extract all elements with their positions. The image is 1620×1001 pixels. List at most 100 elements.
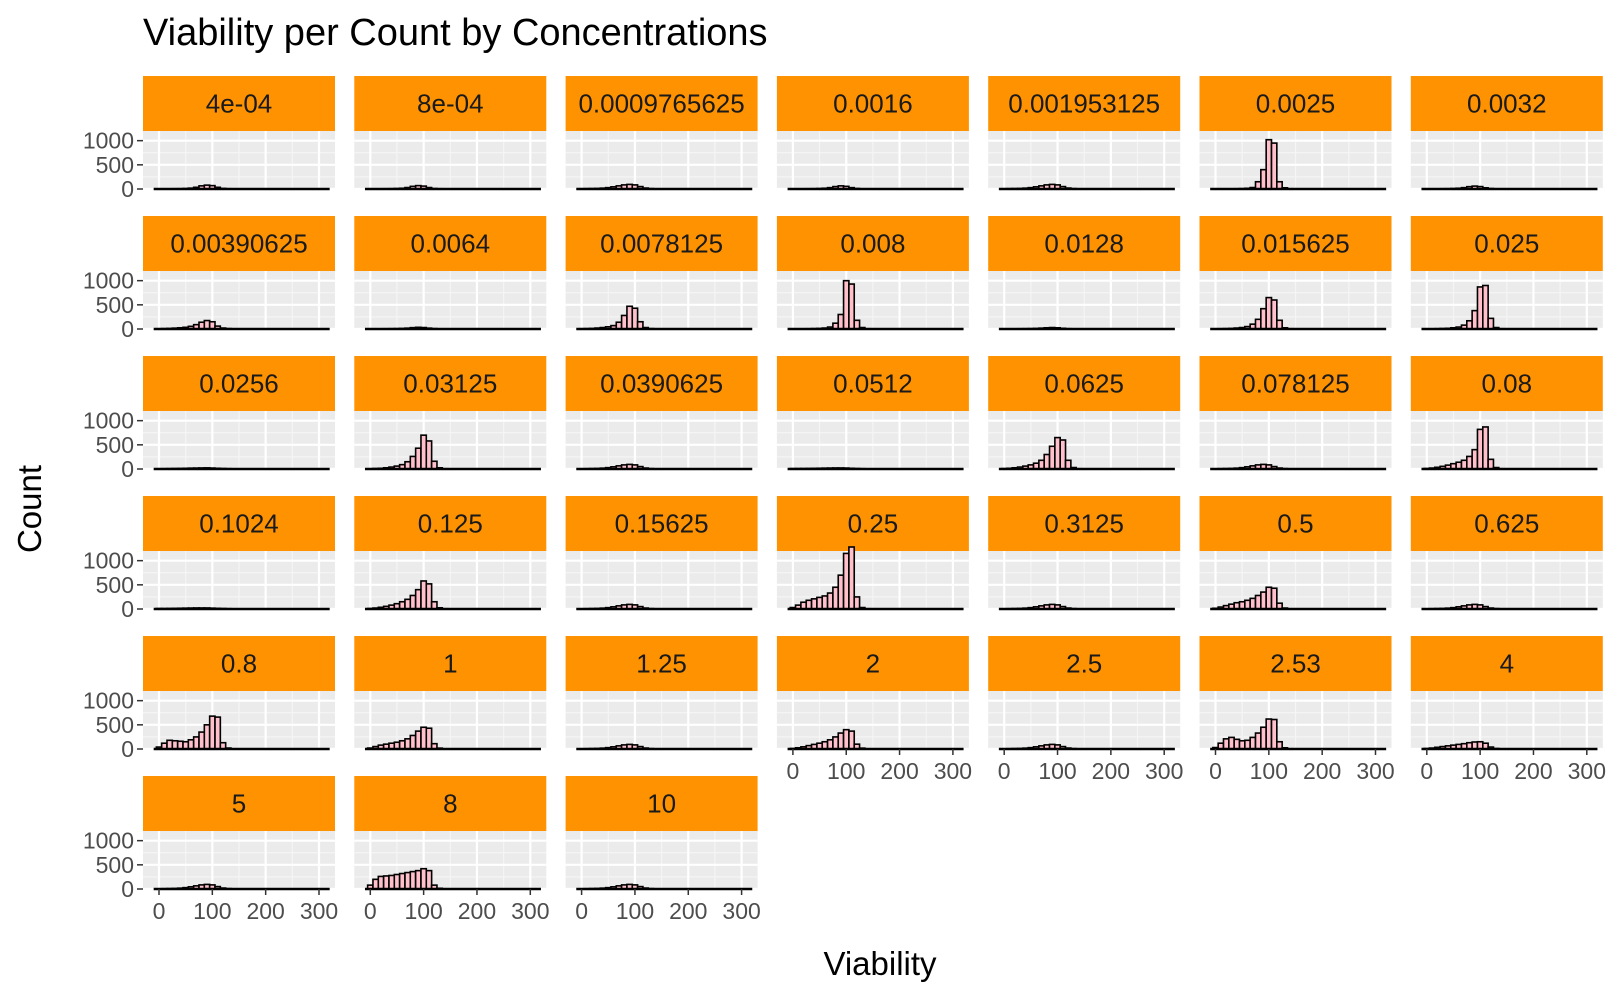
y-tick-label: 500	[96, 572, 134, 598]
y-tick-label: 1000	[83, 408, 134, 434]
x-tick-label: 300	[1568, 758, 1606, 784]
x-tick-label: 100	[193, 898, 231, 924]
facet-strip	[565, 216, 758, 271]
facet-strip	[143, 636, 335, 691]
histogram-bar	[1476, 428, 1484, 470]
x-tick-label: 200	[1303, 758, 1341, 784]
histogram-bar	[187, 739, 195, 750]
x-tick-label: 300	[1145, 758, 1183, 784]
y-tick-label: 500	[96, 432, 134, 458]
histogram-bar	[1270, 299, 1278, 330]
facet-panel: 0.125	[354, 496, 547, 611]
facet-panel: 8 0 100 200 300	[354, 776, 549, 924]
x-tick-label: 0	[1209, 758, 1222, 784]
histogram-bar	[198, 731, 206, 750]
x-tick-label: 200	[880, 758, 918, 784]
facet-strip	[1199, 356, 1392, 411]
histogram-bar	[1476, 286, 1484, 330]
facet-strip-label: 8	[443, 789, 457, 819]
x-tick-label: 100	[1038, 758, 1076, 784]
facet-panel: 0.0032	[1410, 76, 1603, 191]
histogram-bar	[826, 592, 834, 610]
facet-panel: 0.001953125	[988, 76, 1181, 191]
facet-strip-label: 0.0032	[1467, 89, 1547, 119]
facet-strip	[565, 636, 758, 691]
facet-strip-label: 8e-04	[417, 89, 484, 119]
y-tick-label: 0	[121, 596, 134, 622]
histogram-bar	[842, 728, 850, 750]
facet-strip	[143, 76, 335, 131]
facet-panel: 0.0512	[776, 356, 969, 471]
facet-panel: 100 100 200 300	[565, 776, 761, 924]
facet-panel: 4 0 100 200 300	[1410, 636, 1606, 784]
x-tick-label: 300	[300, 898, 338, 924]
facet-strip-label: 0.5	[1277, 509, 1313, 539]
y-tick-label: 1000	[83, 828, 134, 854]
facet-panel: 0.25	[776, 496, 969, 611]
facet-strip	[1410, 216, 1603, 271]
histogram-bar	[848, 283, 856, 330]
histogram-bar	[1064, 459, 1072, 470]
facet-strip	[1199, 636, 1392, 691]
facet-strip-label: 0.0016	[833, 89, 913, 119]
histogram-bar	[1059, 439, 1067, 470]
facet-strip-label: 4	[1500, 649, 1514, 679]
facet-strip-label: 0.15625	[615, 509, 709, 539]
x-tick-label: 0	[575, 898, 588, 924]
y-axis-label: Count	[11, 464, 48, 554]
histogram-bar	[853, 319, 861, 330]
facet-strip	[143, 496, 335, 551]
histogram-bar	[1254, 318, 1262, 330]
facet-strip-label: 1	[443, 649, 457, 679]
facet-strip-label: 0.078125	[1241, 369, 1349, 399]
facet-strip-label: 2.5	[1066, 649, 1102, 679]
facet-strip	[143, 776, 335, 831]
facet-panel: 0.015625	[1199, 216, 1392, 331]
facet-strip-label: 0.015625	[1241, 229, 1349, 259]
facet-panel: 2.5 0 100 200 300	[988, 636, 1183, 784]
x-tick-label: 300	[1356, 758, 1394, 784]
facet-panel: 0.0016	[776, 76, 969, 191]
y-tick-label: 500	[96, 292, 134, 318]
facet-strip-label: 4e-04	[206, 89, 273, 119]
facet-strip-label: 0.0625	[1044, 369, 1124, 399]
facet-strip	[988, 636, 1181, 691]
facet-strip-label: 0.0025	[1256, 89, 1336, 119]
x-tick-label: 0	[787, 758, 800, 784]
x-axis-label: Viability	[823, 945, 937, 982]
histogram-bar	[1265, 138, 1273, 190]
facet-strip-label: 0.08	[1481, 369, 1532, 399]
histogram-bar	[1471, 448, 1479, 470]
histogram-bar	[842, 279, 850, 330]
facet-strip	[776, 356, 969, 411]
x-tick-label: 100	[1250, 758, 1288, 784]
x-tick-label: 200	[1092, 758, 1130, 784]
facet-panel: 1	[354, 636, 547, 751]
histogram-bar	[171, 739, 179, 750]
facet-strip-label: 0.025	[1474, 229, 1539, 259]
facet-strip	[1199, 76, 1392, 131]
facet-panel: 0.08	[1410, 356, 1603, 471]
facet-strip	[143, 216, 335, 271]
y-tick-label: 0	[121, 876, 134, 902]
histogram-bar	[837, 574, 845, 610]
facet-strip-label: 2	[866, 649, 880, 679]
facet-strip-label: 0.0064	[411, 229, 491, 259]
facet-strip	[988, 76, 1181, 131]
histogram-bar	[1487, 317, 1495, 330]
facet-panel: 0.0625	[988, 356, 1181, 471]
facet-strip-label: 0.8	[221, 649, 257, 679]
histogram-bar	[1249, 736, 1257, 750]
facet-strip	[776, 216, 969, 271]
facet-panel: 0.078125	[1199, 356, 1392, 471]
histogram-bar	[1222, 738, 1230, 750]
facet-strip	[1199, 496, 1392, 551]
histogram-bar	[826, 739, 834, 750]
facet-strip	[565, 76, 758, 131]
facet-panel: 0.0064	[354, 216, 547, 331]
histogram-bar	[821, 595, 829, 610]
